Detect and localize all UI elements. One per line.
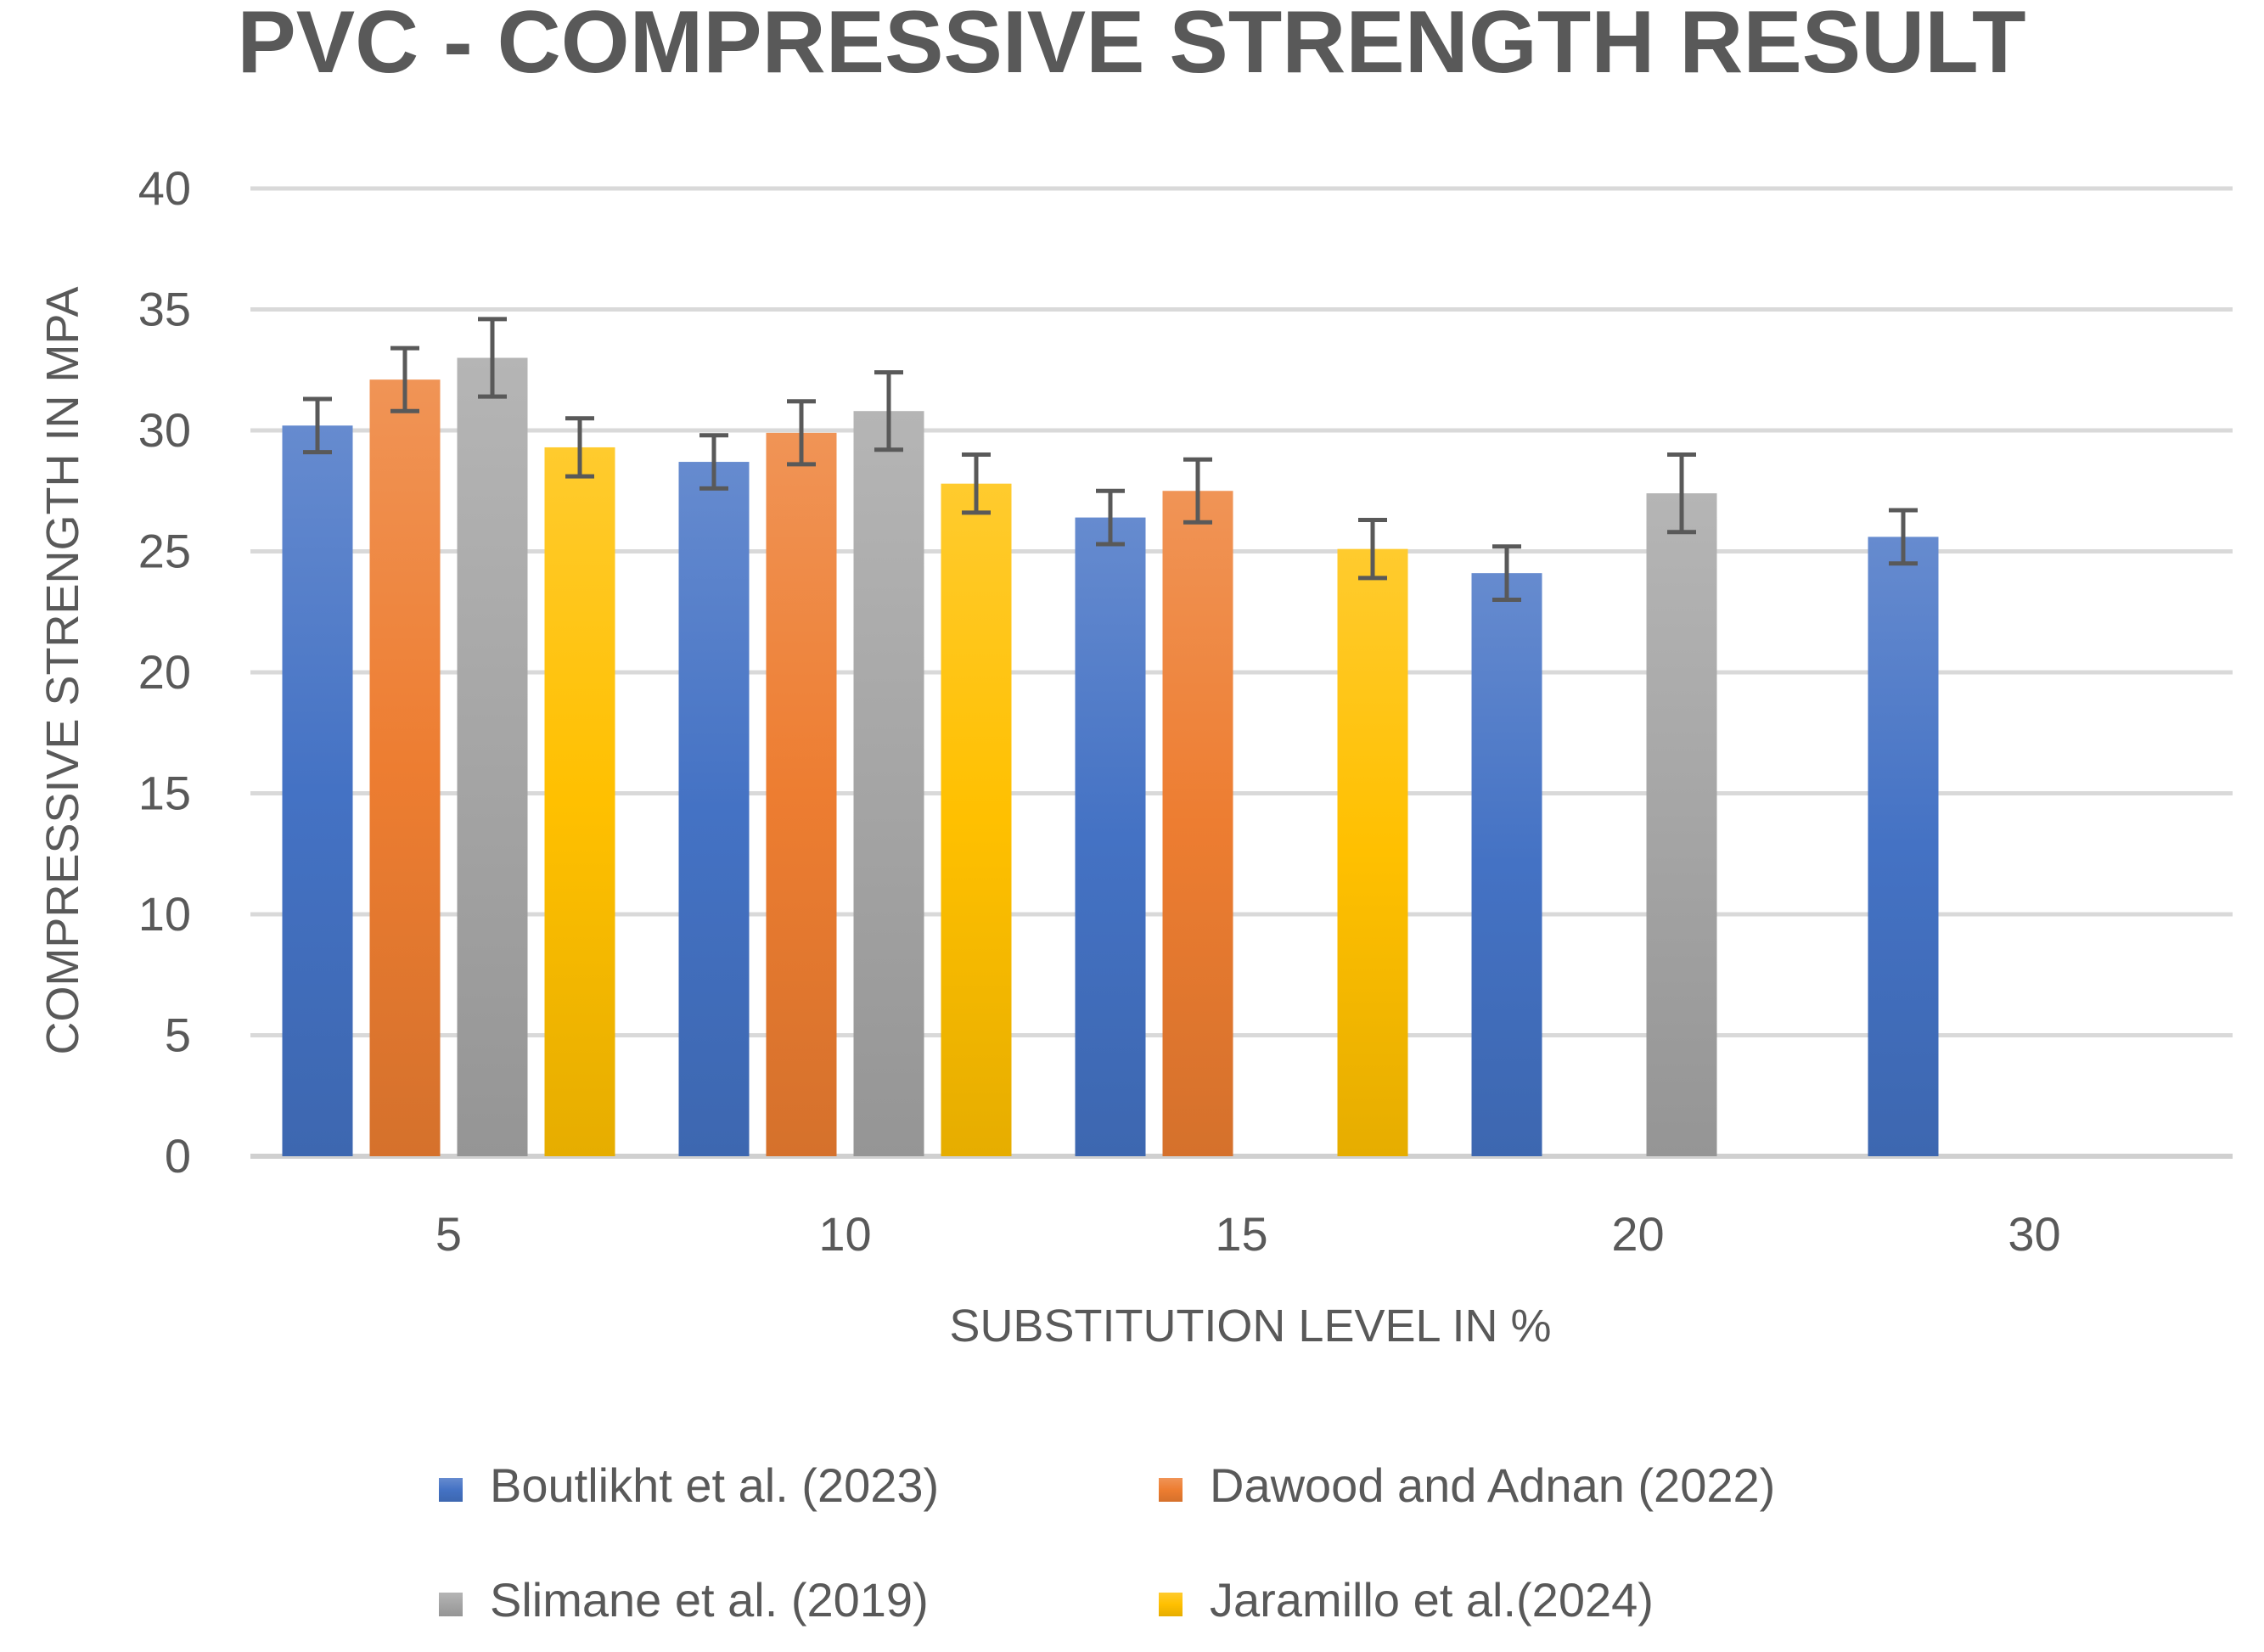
- legend-item: Boutlikht et al. (2023): [439, 1458, 939, 1512]
- y-axis-ticks: 0 5 10 15 20 25 30 35 40: [138, 161, 191, 1183]
- y-tick-label: 25: [138, 525, 191, 578]
- bar: [282, 425, 353, 1156]
- error-bar: [699, 433, 728, 491]
- error-bar: [303, 396, 332, 455]
- y-tick-label: 15: [138, 767, 191, 820]
- bar: [853, 411, 924, 1156]
- error-bar: [478, 317, 507, 399]
- x-tick-label: 15: [1215, 1207, 1267, 1261]
- x-tick-label: 5: [435, 1207, 462, 1261]
- y-tick-label: 35: [138, 283, 191, 336]
- error-bar: [1889, 508, 1918, 566]
- error-bar: [787, 399, 816, 467]
- error-bar: [565, 416, 594, 479]
- bar: [544, 447, 615, 1156]
- bar: [369, 379, 441, 1156]
- error-bar: [390, 346, 419, 413]
- legend-label: Dawood and Adnan (2022): [1210, 1458, 1775, 1512]
- legend-item: Slimane et al. (2019): [439, 1573, 929, 1627]
- bar: [1646, 493, 1717, 1156]
- y-tick-label: 20: [138, 645, 191, 699]
- legend-swatch: [439, 1593, 463, 1616]
- bar: [1075, 517, 1146, 1156]
- legend-item: Jaramillo et al.(2024): [1159, 1573, 1654, 1627]
- bars: [282, 357, 1939, 1157]
- bar: [678, 462, 750, 1156]
- legend-label: Jaramillo et al.(2024): [1210, 1573, 1654, 1627]
- y-tick-label: 5: [165, 1009, 191, 1062]
- error-bar: [962, 452, 991, 515]
- x-tick-label: 20: [1611, 1207, 1664, 1261]
- y-tick-label: 10: [138, 887, 191, 941]
- error-bar: [1358, 517, 1387, 581]
- legend-item: Dawood and Adnan (2022): [1159, 1458, 1775, 1512]
- x-tick-label: 10: [818, 1207, 871, 1261]
- x-tick-label: 30: [2008, 1207, 2060, 1261]
- error-bar: [1492, 544, 1521, 602]
- legend-swatch: [439, 1478, 463, 1502]
- bar: [457, 357, 528, 1156]
- legend: Boutlikht et al. (2023) Dawood and Adnan …: [439, 1458, 1775, 1627]
- error-bars: [303, 317, 1918, 602]
- legend-swatch: [1159, 1478, 1183, 1502]
- error-bar: [1183, 457, 1212, 525]
- bar: [1337, 548, 1408, 1156]
- error-bar: [1667, 452, 1696, 535]
- legend-label: Slimane et al. (2019): [490, 1573, 929, 1627]
- y-tick-label: 30: [138, 403, 191, 457]
- bar: [1162, 491, 1233, 1156]
- y-tick-label: 0: [165, 1129, 191, 1183]
- x-axis-label: SUBSTITUTION LEVEL IN %: [949, 1301, 1551, 1351]
- error-bar: [874, 370, 903, 452]
- x-axis-ticks: 5 10 15 20 30: [435, 1207, 2061, 1261]
- bar: [1471, 573, 1542, 1156]
- bar: [941, 483, 1012, 1156]
- chart-title: PVC - COMPRESSIVE STRENGTH RESULT: [237, 0, 2025, 92]
- bar: [1868, 537, 1939, 1156]
- y-tick-label: 40: [138, 161, 191, 215]
- y-axis-label: COMPRESSIVE STRENGTH IN MPA: [37, 286, 88, 1054]
- error-bar: [1096, 488, 1125, 547]
- legend-label: Boutlikht et al. (2023): [490, 1458, 939, 1512]
- legend-swatch: [1159, 1593, 1183, 1616]
- bar: [766, 432, 837, 1157]
